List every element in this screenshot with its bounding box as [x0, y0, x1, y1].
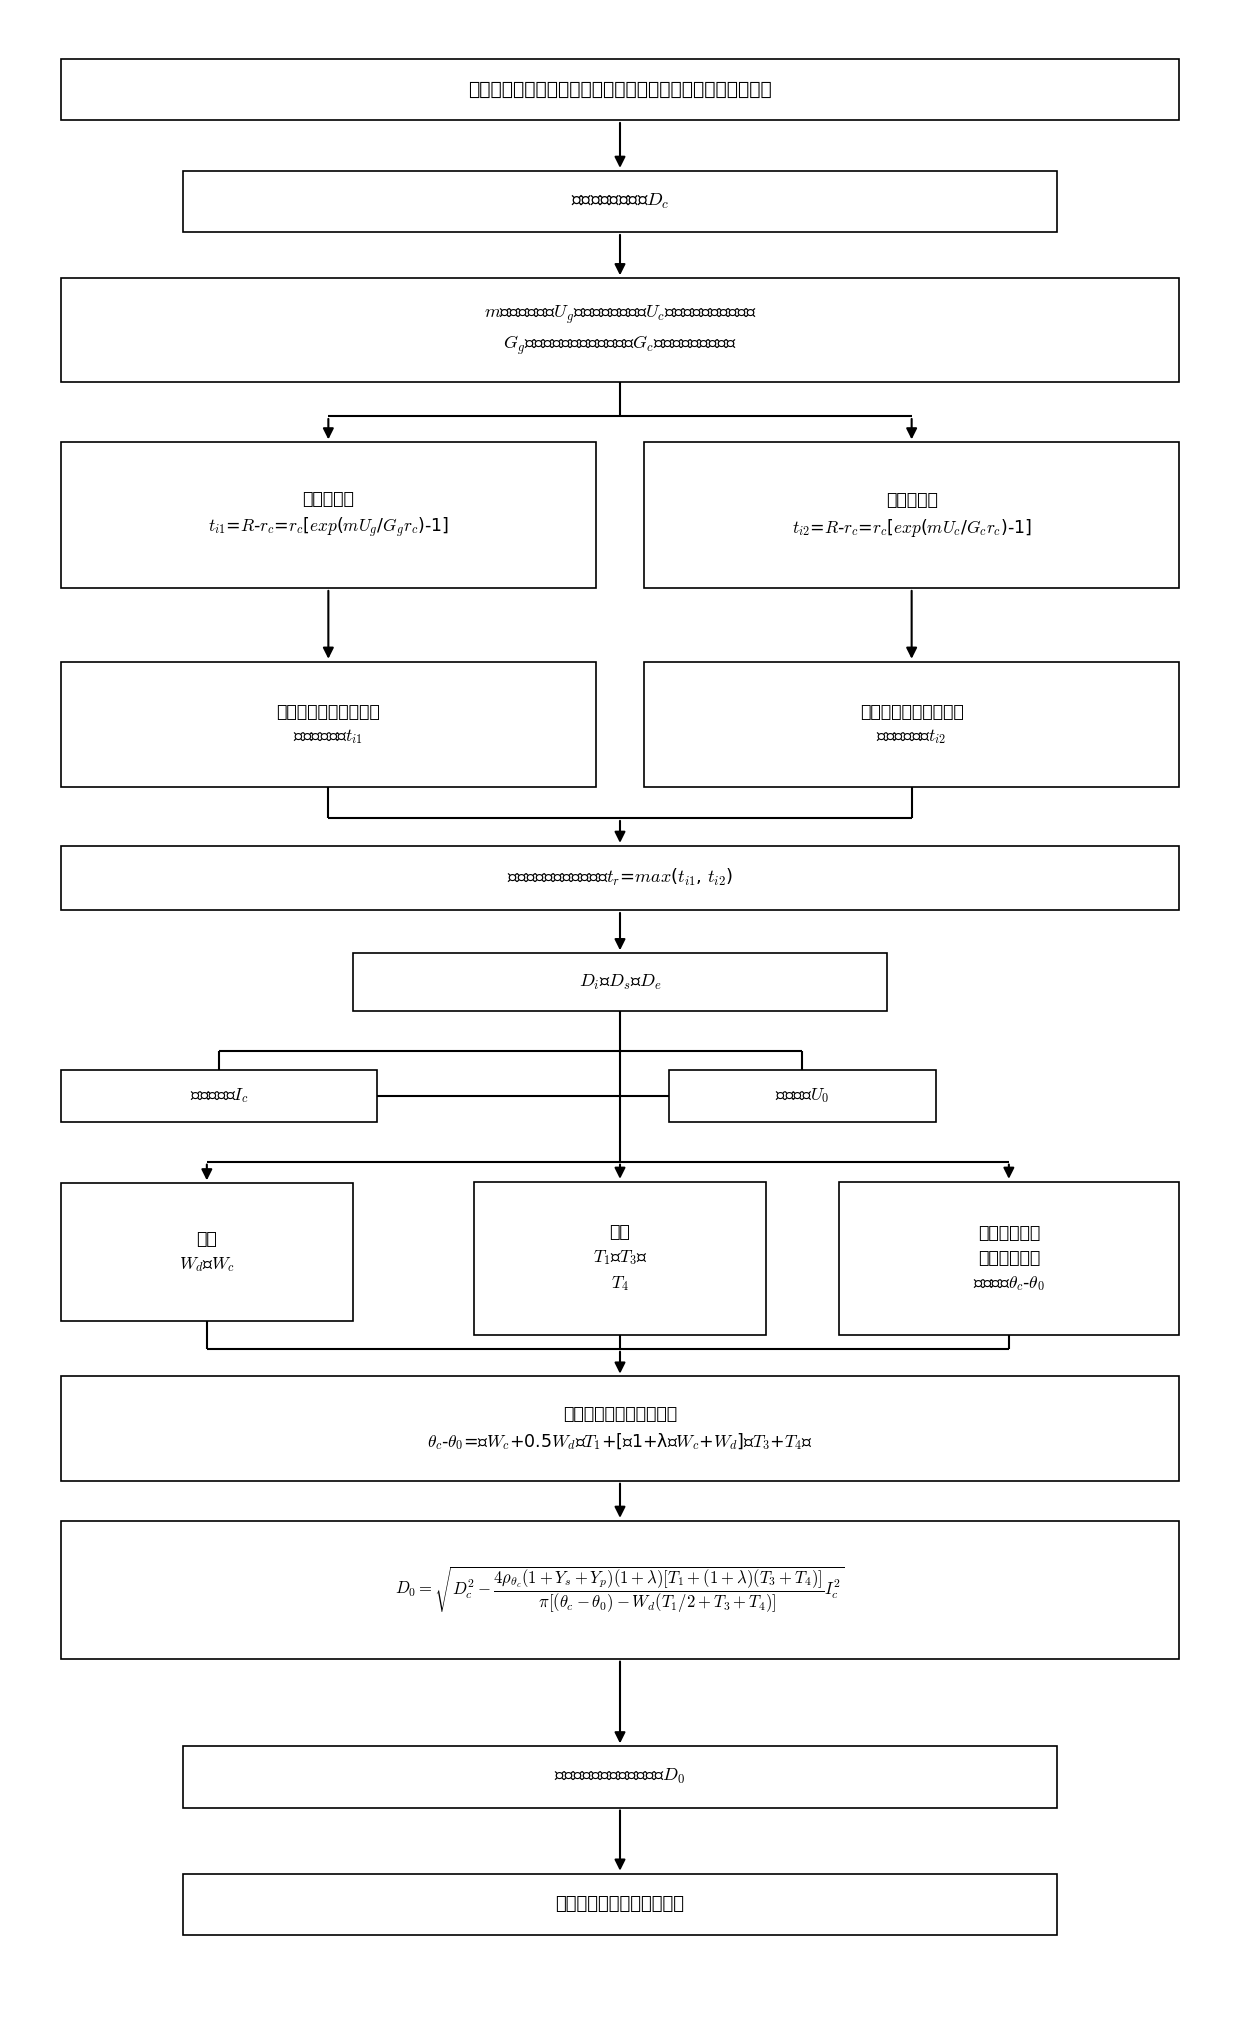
FancyBboxPatch shape	[645, 661, 1179, 788]
FancyBboxPatch shape	[182, 171, 1058, 232]
FancyBboxPatch shape	[182, 1874, 1058, 1935]
FancyBboxPatch shape	[182, 1746, 1058, 1807]
FancyBboxPatch shape	[61, 1520, 1179, 1659]
FancyBboxPatch shape	[645, 442, 1179, 588]
Text: $m$为安全裕度；$U_g$为工频试验电压；$U_c$为雷电冲击试验电压；
$G_g$为材料长期工频击穿强度；$G_c$为材料脉冲击穿强度: $m$为安全裕度；$U_g$为工频试验电压；$U_c$为雷电冲击试验电压； $G…	[484, 303, 756, 356]
FancyBboxPatch shape	[61, 279, 1179, 383]
Text: 绝缘管型母线热平衡方程
$\theta_c$-$\theta_0$=（$W_c$+0.5$W_d$）$T_1$+[（1+λ）$W_c$+$W_d$]（$T_3$: 绝缘管型母线热平衡方程 $\theta_c$-$\theta_0$=（$W_c$…	[428, 1406, 812, 1453]
Text: 热阻
$T_1$、$T_3$、
$T_4$: 热阻 $T_1$、$T_3$、 $T_4$	[593, 1223, 647, 1294]
Text: 绝缘管型母线的电压及电流等级设计要求，实际运行环境条件: 绝缘管型母线的电压及电流等级设计要求，实际运行环境条件	[469, 79, 771, 100]
FancyBboxPatch shape	[61, 59, 1179, 120]
FancyBboxPatch shape	[61, 1182, 352, 1321]
Text: 选定铜管导体外径$D_c$: 选定铜管导体外径$D_c$	[570, 191, 670, 212]
Text: $D_0 = \sqrt{D_c^2 - \dfrac{4\rho_{\theta_c}(1+Y_s+Y_p)(1+\lambda)[T_1+(1+\lambd: $D_0 = \sqrt{D_c^2 - \dfrac{4\rho_{\thet…	[396, 1565, 844, 1616]
Text: 绝缘管型母线结构设计方案: 绝缘管型母线结构设计方案	[556, 1895, 684, 1913]
FancyBboxPatch shape	[352, 952, 888, 1011]
FancyBboxPatch shape	[61, 661, 595, 788]
Text: 绝缘管型母线铜管导体内径$D_0$: 绝缘管型母线铜管导体内径$D_0$	[554, 1766, 686, 1787]
Text: 特定管径下的主绝缘厚度$t_r$=$max$($t_{i1}$, $t_{i2}$): 特定管径下的主绝缘厚度$t_r$=$max$($t_{i1}$, $t_{i2}…	[507, 867, 733, 889]
FancyBboxPatch shape	[61, 847, 1179, 910]
FancyBboxPatch shape	[61, 1070, 377, 1121]
Text: 在雷电冲击电压下的绝
缘厚度设计值$t_{i2}$: 在雷电冲击电压下的绝 缘厚度设计值$t_{i2}$	[859, 702, 963, 747]
Text: 损耗
$W_d$、$W_c$: 损耗 $W_d$、$W_c$	[179, 1231, 234, 1274]
FancyBboxPatch shape	[668, 1070, 936, 1121]
FancyBboxPatch shape	[474, 1182, 766, 1335]
Text: 额定电压$U_0$: 额定电压$U_0$	[775, 1087, 830, 1105]
Text: 额定载流量$I_c$: 额定载流量$I_c$	[190, 1087, 248, 1105]
Text: 铜管导体温度
相对于周围媒
质的温升$\theta_c$-$\theta_0$: 铜管导体温度 相对于周围媒 质的温升$\theta_c$-$\theta_0$	[973, 1223, 1044, 1292]
FancyBboxPatch shape	[838, 1182, 1179, 1335]
Text: 工频电压下
$t_{i1}$=$R$-$r_c$=$r_c$[$exp$($mU_g$/$G_g r_c$)-1]: 工频电压下 $t_{i1}$=$R$-$r_c$=$r_c$[$exp$($mU…	[208, 490, 449, 539]
FancyBboxPatch shape	[61, 442, 595, 588]
FancyBboxPatch shape	[61, 1376, 1179, 1481]
Text: 在工频试验电压下的绝
缘厚度设计值$t_{i1}$: 在工频试验电压下的绝 缘厚度设计值$t_{i1}$	[277, 702, 381, 747]
Text: $D_i$；$D_s$；$D_e$: $D_i$；$D_s$；$D_e$	[579, 973, 661, 991]
Text: 冲击电压下
$t_{i2}$=$R$-$r_c$=$r_c$[$exp$($mU_c$/$G_c r_c$)-1]: 冲击电压下 $t_{i2}$=$R$-$r_c$=$r_c$[$exp$($mU…	[791, 490, 1032, 539]
